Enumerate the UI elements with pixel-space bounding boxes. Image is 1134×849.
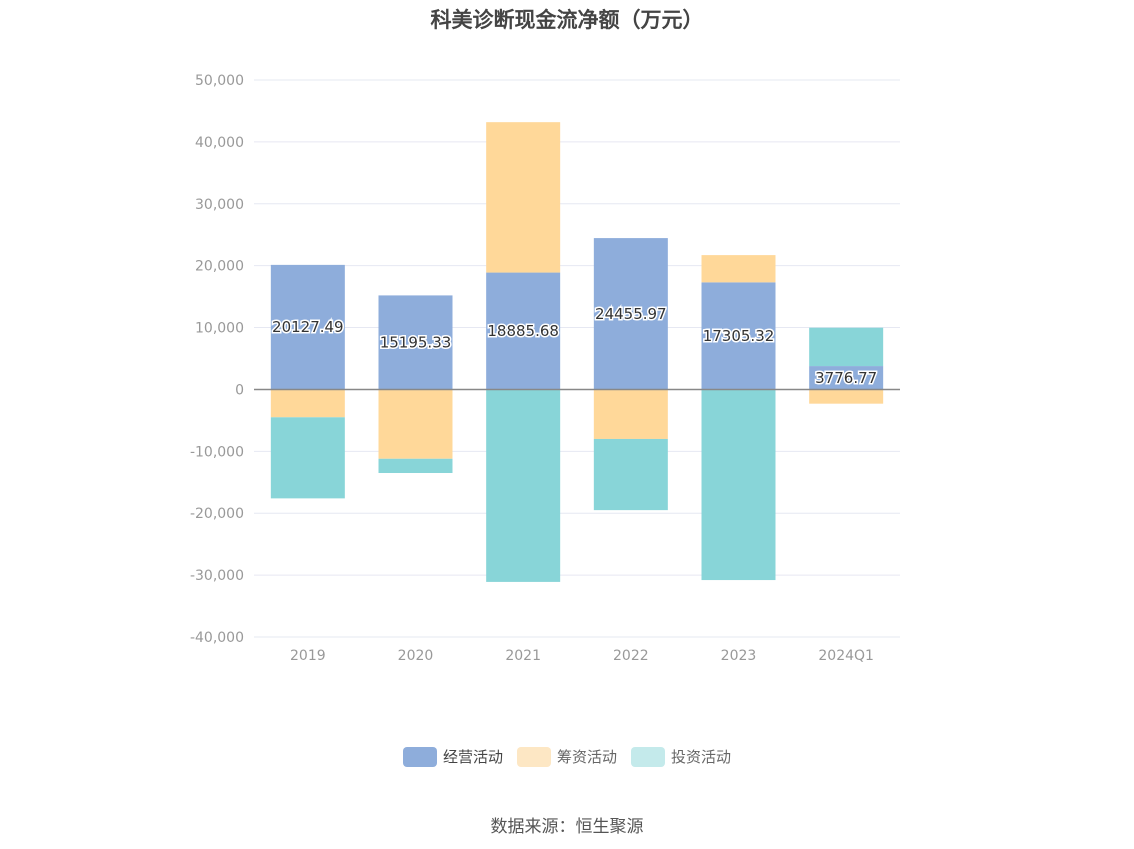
y-tick-label: 40,000 (195, 135, 244, 151)
bar-2020-series-2 (378, 458, 453, 473)
bar-2020-series-0 (378, 295, 453, 390)
x-tick-label: 2023 (721, 648, 757, 664)
y-axis-ticks: 50,000 40,000 30,000 20,000 10,000 0 -10,000 -2… (190, 73, 244, 646)
y-tick-label: 20,000 (195, 259, 244, 275)
x-tick-label: 2021 (505, 648, 541, 664)
bar-2022-series-1 (593, 389, 668, 439)
legend-swatch (402, 746, 437, 767)
x-tick-label: 2019 (290, 648, 326, 664)
legend-swatch (631, 746, 665, 767)
bar-2024Q1-series-1 (809, 389, 884, 404)
legend-swatch (516, 746, 551, 767)
legend-item-1[interactable]: 筹资活动 (516, 746, 617, 767)
bar-2023-series-2 (701, 389, 776, 581)
y-tick-label: -40,000 (190, 630, 244, 646)
legend: 经营活动 筹资活动 投资活动 (0, 746, 1134, 767)
bar-2019-series-2 (270, 417, 345, 499)
x-tick-label: 2022 (613, 648, 649, 664)
y-tick-label: -20,000 (190, 506, 244, 522)
data-labels: 20127.49 15195.33 18885.68 24455.97 17305.32… (271, 303, 879, 388)
source-note: 数据来源：恒生聚源 (490, 817, 644, 837)
data-label-2020: 15195.33 (380, 333, 452, 351)
bar-2024Q1-series-0 (809, 366, 884, 390)
legend-label: 经营活动 (442, 748, 503, 766)
grid-lines (254, 79, 900, 638)
bar-2021-series-2 (486, 389, 561, 582)
bar-2019-series-0 (270, 264, 345, 390)
data-label-2021: 18885.68 (487, 322, 559, 340)
x-tick-label: 2024Q1 (818, 648, 874, 664)
y-tick-label: 30,000 (195, 197, 244, 213)
bar-series (270, 122, 884, 582)
bar-2022-series-0 (593, 238, 668, 390)
bar-2022-series-2 (593, 438, 668, 511)
x-tick-label: 2020 (398, 648, 434, 664)
y-tick-label: 50,000 (195, 73, 244, 89)
data-label-2023: 17305.32 (703, 327, 775, 345)
data-label-2019: 20127.49 (272, 318, 344, 336)
y-tick-label: 0 (235, 382, 244, 398)
x-axis-ticks: 2019 2020 2021 2022 2023 2024Q1 (290, 648, 874, 664)
bar-2024Q1-series-2 (809, 327, 884, 367)
chart-title: 科美诊断现金流净额（万元） (430, 8, 704, 32)
legend-label: 筹资活动 (556, 748, 617, 766)
legend-item-2[interactable]: 投资活动 (631, 746, 731, 767)
bar-2023-series-1 (701, 255, 776, 283)
bar-2023-series-0 (701, 282, 776, 390)
bar-2021-series-1 (486, 122, 561, 273)
bar-2019-series-1 (270, 389, 345, 418)
y-tick-label: -10,000 (190, 444, 244, 460)
data-label-2022: 24455.97 (595, 305, 667, 323)
bar-2021-series-0 (486, 272, 561, 390)
y-tick-label: 10,000 (195, 321, 244, 337)
y-tick-label: -30,000 (190, 568, 244, 584)
bar-2020-series-1 (378, 389, 453, 459)
legend-item-0[interactable]: 经营活动 (402, 746, 503, 767)
legend-label: 投资活动 (671, 748, 732, 766)
data-label-2024Q1: 3776.77 (815, 369, 877, 387)
